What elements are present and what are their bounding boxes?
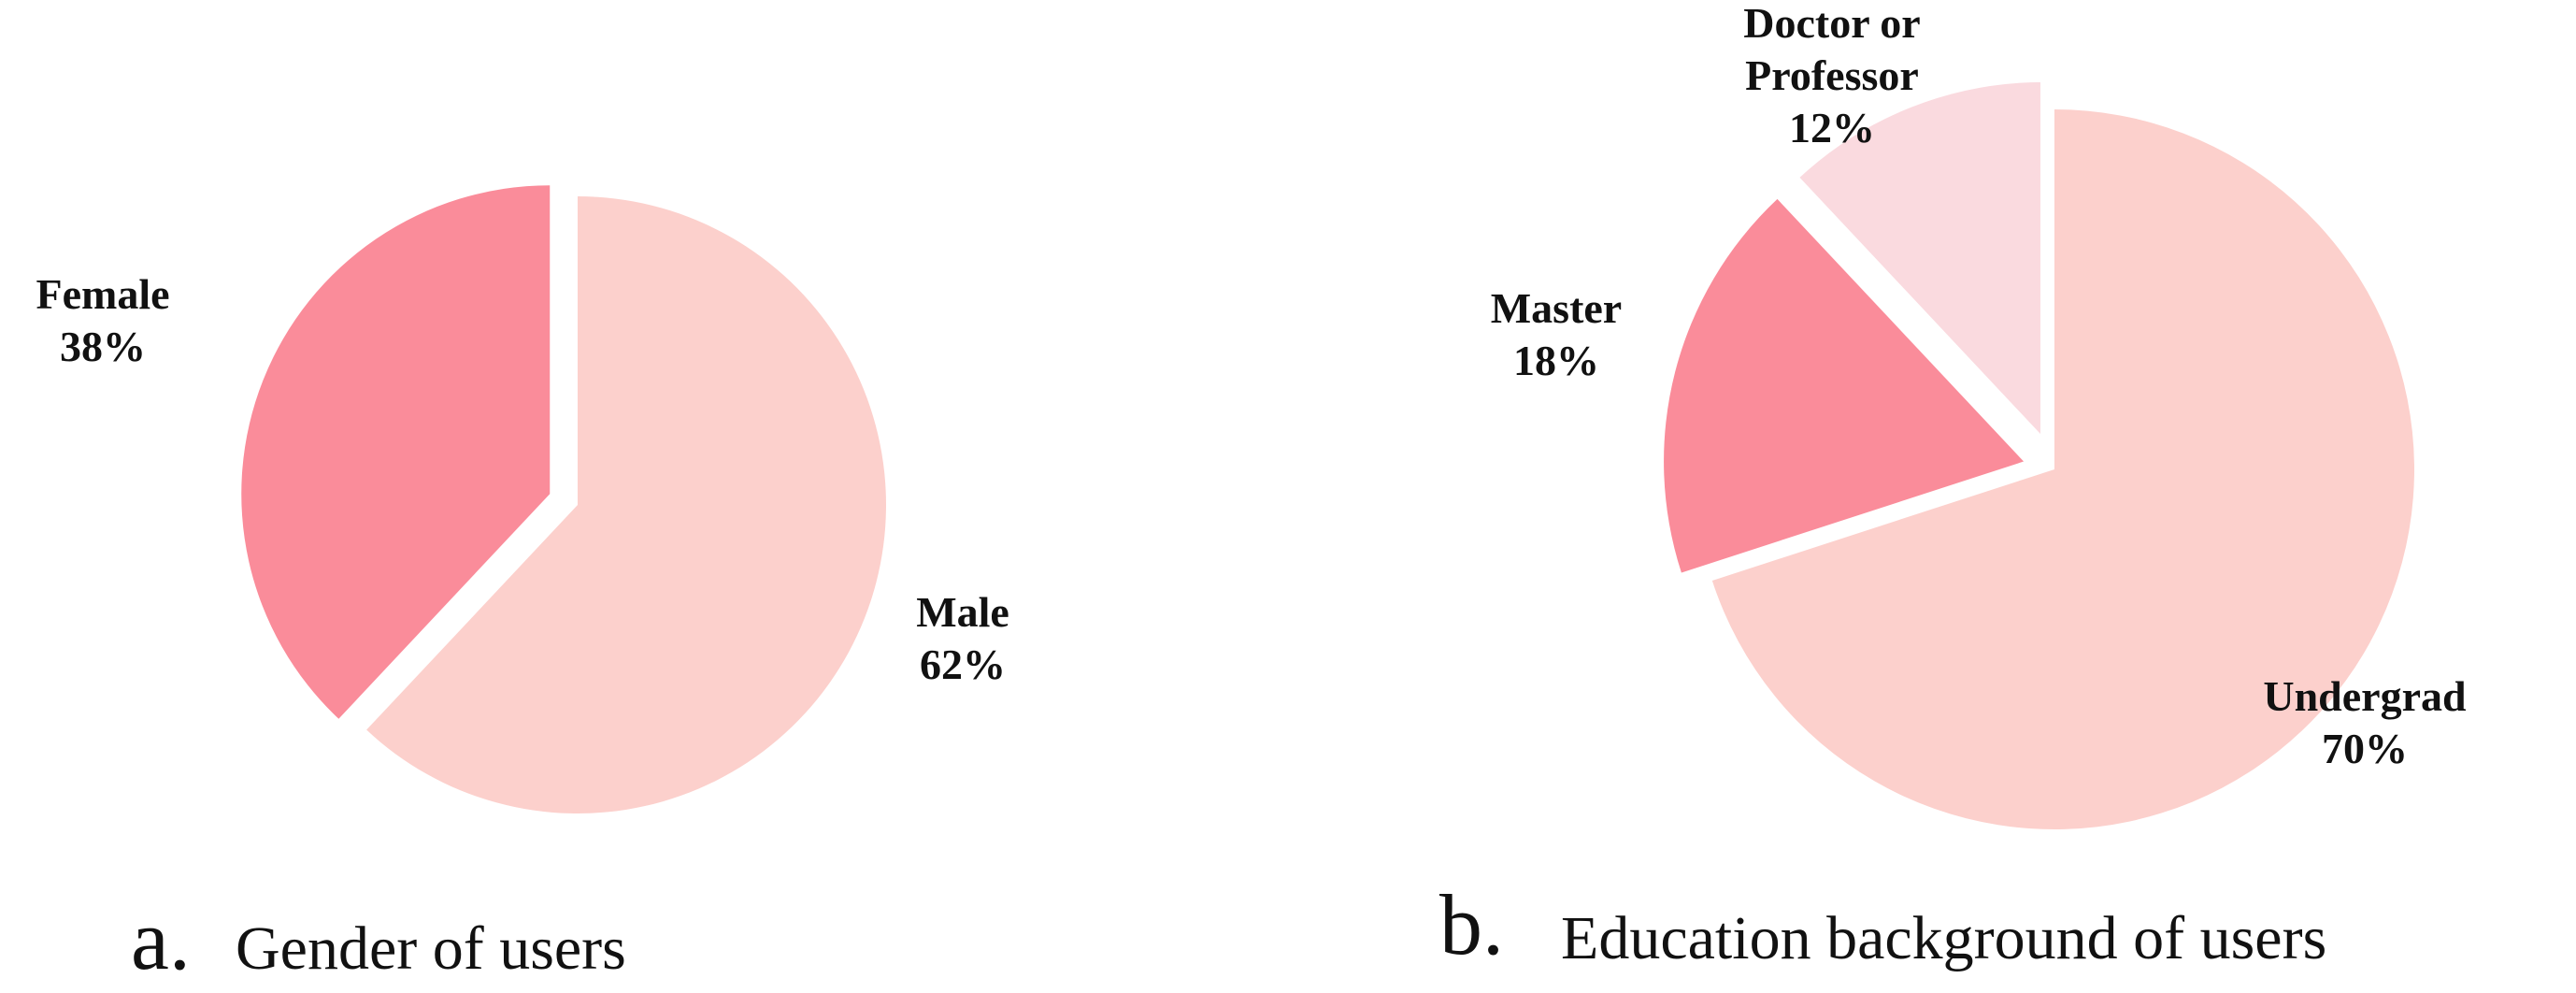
slice-value-label: 70% xyxy=(2322,725,2408,772)
slice-name-label: Master xyxy=(1491,284,1622,332)
slice-label-female: Female 38% xyxy=(36,270,169,370)
caption-a-text: Gender of users xyxy=(236,914,626,983)
slice-value-label: 38% xyxy=(60,323,146,370)
slice-name-label: Female xyxy=(36,270,169,318)
slice-label-undergrad: Undergrad 70% xyxy=(2263,672,2467,772)
gender-pie-chart: Male 62% Female 38% xyxy=(36,185,1009,813)
slice-value-label: 18% xyxy=(1513,337,1599,384)
pie-slice-master xyxy=(1664,198,2025,573)
caption-a-letter: a. xyxy=(131,892,191,987)
slice-label-male: Male 62% xyxy=(916,588,1009,688)
pie-slice-undergrad xyxy=(1711,109,2414,829)
caption-b-text: Education background of users xyxy=(1561,904,2326,972)
pie-slice-doctor-or-professor xyxy=(1793,77,2045,446)
pie-slice-male xyxy=(366,196,886,813)
slice-label-master: Master 18% xyxy=(1491,284,1622,384)
slice-name-label: Male xyxy=(916,588,1009,636)
slice-name-label: Doctor or xyxy=(1743,0,1920,47)
pie-slice-female xyxy=(241,185,551,719)
slice-value-label: 12% xyxy=(1789,104,1875,151)
caption-b-letter: b. xyxy=(1439,877,1504,972)
slice-label-doctor-or-professor: Doctor or Professor 12% xyxy=(1743,0,1920,151)
education-pie-chart: Undergrad 70% Master 18% Doctor or Professor 1… xyxy=(1491,0,2467,829)
slice-name-label: Undergrad xyxy=(2263,672,2467,720)
slice-value-label: 62% xyxy=(920,640,1006,688)
slice-name-label: Professor xyxy=(1745,51,1919,99)
